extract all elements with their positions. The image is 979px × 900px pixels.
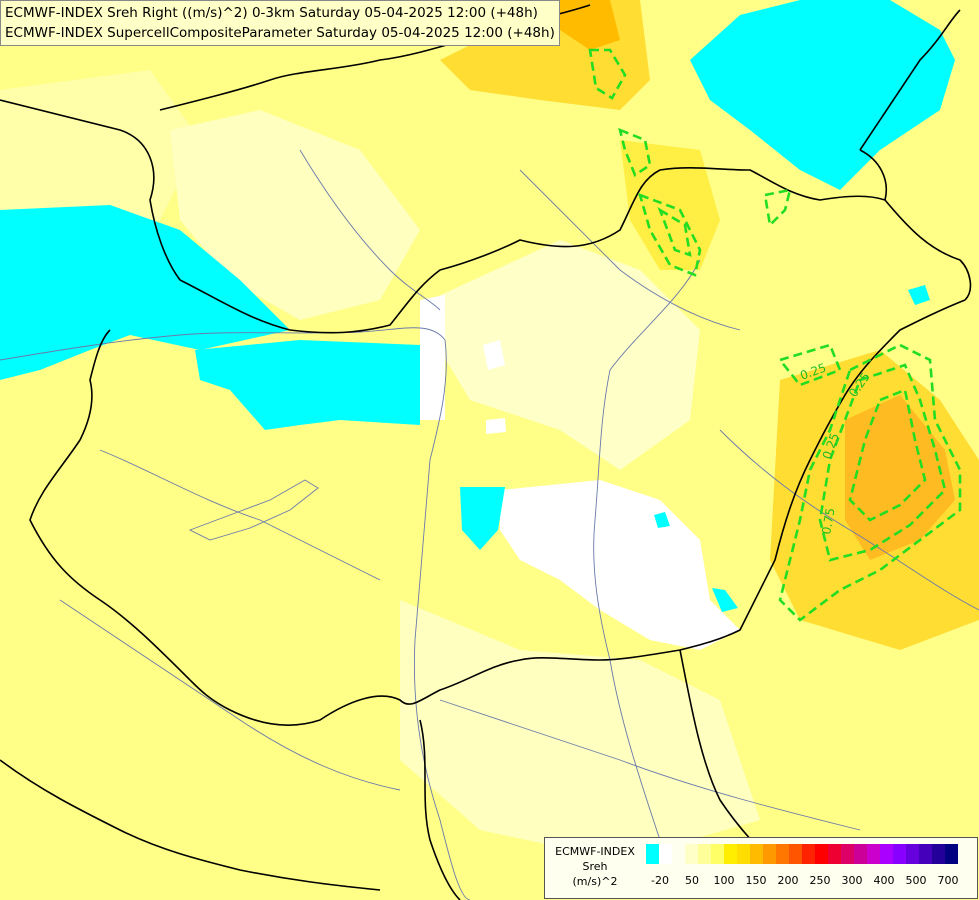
river-northeast (519, 169, 741, 331)
legend-swatch (867, 844, 880, 864)
river-west (99, 449, 381, 581)
river-southwest (59, 599, 401, 791)
border-hungary-west (29, 329, 191, 681)
river-south (439, 699, 861, 831)
legend-swatch (893, 844, 906, 864)
legend-swatch (906, 844, 919, 864)
legend-swatch (685, 844, 698, 864)
sreh-cyan-area-center-west (195, 340, 420, 430)
legend-tick-label: 100 (713, 874, 735, 887)
color-legend: ECMWF-INDEX Sreh (m/s)^2 -20 50 100 150 200 2… (544, 837, 978, 899)
sreh-white-area-north (420, 295, 445, 420)
scp-contour-north-1 (588, 48, 627, 100)
legend-swatch (763, 844, 776, 864)
sreh-cyan-patch-east (908, 285, 930, 305)
rivers (0, 149, 979, 900)
legend-swatch (711, 844, 724, 864)
sreh-light-area-central (430, 240, 700, 470)
legend-swatch (932, 844, 945, 864)
border-hungary-north (179, 166, 972, 334)
sreh-white-spot-2 (486, 418, 506, 434)
legend-swatch (789, 844, 802, 864)
legend-swatch (724, 844, 737, 864)
scp-contour-east-inner (848, 388, 927, 522)
legend-swatch (698, 844, 711, 864)
sreh-cyan-patch-center (460, 487, 505, 550)
river-danube (0, 327, 471, 900)
scp-contour-ne-1 (638, 192, 702, 277)
sreh-light-area-south (400, 600, 760, 860)
legend-tick-label: 200 (777, 874, 799, 887)
legend-swatch (828, 844, 841, 864)
river-north (299, 149, 441, 311)
map-title: ECMWF-INDEX Sreh Right ((m/s)^2) 0-3km S… (0, 0, 560, 46)
river-tisza (593, 259, 701, 841)
contour-label: 0.75 (819, 507, 837, 536)
scp-contour-north-2 (618, 127, 652, 177)
scp-contour-east-outer (778, 343, 962, 622)
legend-variable: Sreh (582, 860, 608, 873)
border-hungary-south (189, 649, 681, 726)
title-line-sreh: ECMWF-INDEX Sreh Right ((m/s)^2) 0-3km S… (5, 5, 538, 21)
legend-swatch (672, 844, 685, 864)
river-balaton (188, 479, 319, 541)
sreh-white-spot (483, 340, 505, 370)
legend-tick-label: 50 (685, 874, 699, 887)
legend-swatch (854, 844, 867, 864)
legend-ticks: -20 50 100 150 200 250 300 400 500 700 (646, 874, 976, 890)
legend-tick-label: 400 (873, 874, 895, 887)
sreh-cyan-area-northeast (690, 0, 955, 190)
scp-contour-east-mid (818, 363, 947, 562)
legend-swatch (659, 844, 672, 864)
border-serbia (419, 719, 461, 900)
scp-contour-east-small (777, 343, 842, 387)
legend-title: ECMWF-INDEX (555, 845, 635, 858)
country-borders (0, 4, 972, 900)
title-line-scp: ECMWF-INDEX SupercellCompositeParameter … (5, 25, 555, 41)
river-east (719, 429, 979, 611)
sreh-cyan-patch-south (712, 588, 738, 612)
legend-swatch (919, 844, 932, 864)
legend-tick-label: 250 (809, 874, 831, 887)
legend-unit: (m/s)^2 (572, 875, 618, 888)
legend-swatch (802, 844, 815, 864)
sreh-light-area-northwest (170, 110, 420, 320)
scp-contours (588, 48, 962, 622)
sreh-cyan-patch-small (654, 512, 670, 528)
legend-tick-label: 700 (937, 874, 959, 887)
legend-swatch (737, 844, 750, 864)
border-croatia (0, 759, 381, 891)
legend-tick-label: -20 (651, 874, 669, 887)
legend-swatches (646, 844, 958, 864)
legend-swatch (750, 844, 763, 864)
legend-tick-label: 300 (841, 874, 863, 887)
scp-contour-ne-2 (657, 206, 692, 257)
legend-caption: ECMWF-INDEX Sreh (m/s)^2 (547, 844, 643, 889)
legend-tick-label: 150 (745, 874, 767, 887)
legend-swatch (815, 844, 828, 864)
legend-swatch (841, 844, 854, 864)
legend-swatch (776, 844, 789, 864)
legend-swatch (945, 844, 958, 864)
scp-contour-ne-3 (763, 188, 792, 228)
border-ukraine (859, 9, 961, 201)
border-austria-west (0, 99, 181, 281)
legend-swatch (880, 844, 893, 864)
legend-swatch (646, 844, 659, 864)
legend-tick-label: 500 (905, 874, 927, 887)
border-hungary-east (679, 299, 966, 651)
sreh-white-area-center (500, 480, 740, 650)
sreh-cyan-area-west (0, 205, 290, 380)
